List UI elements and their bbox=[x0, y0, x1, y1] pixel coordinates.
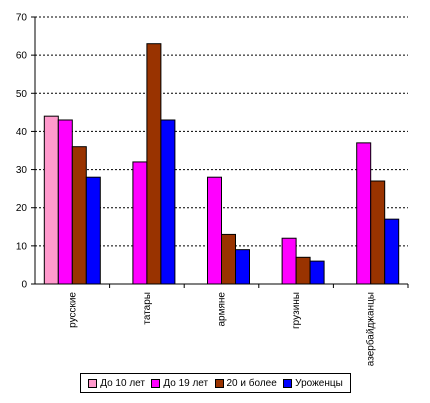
bar bbox=[85, 176, 101, 285]
legend-item: Уроженцы bbox=[283, 378, 343, 389]
legend: До 10 лет До 19 лет 20 и более Уроженцы bbox=[80, 373, 351, 393]
y-tick-label: 50 bbox=[16, 89, 28, 100]
bars bbox=[43, 43, 400, 285]
bar bbox=[146, 43, 162, 285]
bar bbox=[132, 161, 148, 285]
y-tick-label: 10 bbox=[16, 241, 28, 252]
legend-swatch bbox=[151, 378, 161, 388]
bar bbox=[295, 256, 311, 285]
y-tick-label: 20 bbox=[16, 203, 28, 214]
x-tick-label: армяне bbox=[217, 292, 228, 327]
legend-item: 20 и более bbox=[214, 377, 277, 389]
legend-swatch bbox=[214, 378, 224, 388]
bar-chart: 0 10 20 30 40 50 60 70 русские татары армяне грузи… bbox=[16, 13, 409, 367]
bar bbox=[221, 233, 236, 285]
y-tick-label: 0 bbox=[21, 280, 27, 291]
bar bbox=[281, 237, 297, 285]
bar bbox=[235, 249, 250, 285]
y-tick-labels: 0 10 20 30 40 50 60 70 bbox=[16, 13, 28, 291]
bar bbox=[384, 218, 400, 285]
x-tick-label: грузины bbox=[291, 292, 302, 329]
bar bbox=[57, 119, 73, 285]
axes bbox=[31, 16, 409, 288]
x-tick-labels: русские татары армяне грузины азербайджанцы bbox=[67, 292, 376, 367]
legend-label: 20 и более bbox=[226, 377, 277, 389]
bar bbox=[370, 180, 386, 285]
legend-item: До 19 лет bbox=[151, 378, 208, 389]
y-tick-label: 60 bbox=[16, 51, 28, 62]
y-tick-label: 70 bbox=[16, 13, 28, 24]
legend-label: До 19 лет bbox=[163, 377, 209, 389]
legend-swatch bbox=[88, 378, 98, 388]
legend-label: До 10 лет bbox=[100, 377, 145, 389]
x-tick-label: татары bbox=[142, 292, 153, 325]
x-tick-label: русские bbox=[67, 292, 78, 328]
bar bbox=[356, 142, 372, 285]
x-tick-label: азербайджанцы bbox=[365, 292, 377, 366]
bar bbox=[207, 176, 222, 285]
legend-item: До 10 лет bbox=[88, 378, 145, 389]
legend-label: Уроженцы bbox=[295, 377, 343, 389]
bar bbox=[309, 260, 325, 285]
bar bbox=[43, 115, 59, 285]
legend-swatch bbox=[283, 378, 293, 388]
y-tick-label: 40 bbox=[16, 127, 28, 138]
y-tick-label: 30 bbox=[16, 165, 28, 176]
bar bbox=[160, 119, 176, 285]
bar bbox=[71, 146, 87, 285]
